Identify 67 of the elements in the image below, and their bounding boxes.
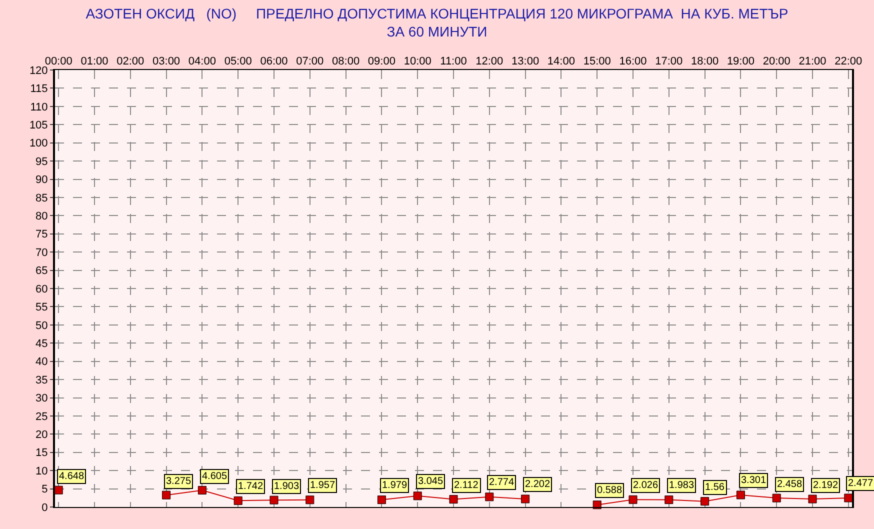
chart-title: АЗОТЕН ОКСИД (NO) ПРЕДЕЛНО ДОПУСТИМА КОНЦЕНТРАЦИЯ 120 МИКРОГРАМА НА КУБ. МЕТЪР ЗА 60 МИНУТИ bbox=[86, 6, 788, 40]
x-tick-label: 13:00 bbox=[512, 56, 540, 68]
y-tick-label: 65 bbox=[36, 265, 48, 278]
x-tick-label: 02:00 bbox=[116, 56, 144, 68]
data-label: 0.588 bbox=[597, 485, 622, 496]
data-label: 2.458 bbox=[777, 479, 802, 490]
y-tick-label: 80 bbox=[36, 210, 48, 223]
x-tick-label: 10:00 bbox=[404, 56, 432, 68]
data-label: 4.648 bbox=[59, 471, 84, 482]
data-label: 1.983 bbox=[669, 480, 694, 491]
x-tick-label: 21:00 bbox=[798, 56, 826, 68]
x-tick-label: 01:00 bbox=[80, 56, 108, 68]
y-tick-label: 0 bbox=[42, 502, 48, 514]
data-label: 4.605 bbox=[202, 471, 228, 482]
x-tick-label: 14:00 bbox=[547, 56, 575, 68]
data-label: 3.045 bbox=[418, 476, 444, 487]
y-tick-label: 100 bbox=[29, 138, 48, 150]
data-label: 2.112 bbox=[454, 480, 479, 491]
data-label: 1.957 bbox=[310, 480, 336, 491]
y-tick-label: 120 bbox=[29, 64, 48, 77]
data-label: 2.026 bbox=[633, 480, 658, 491]
y-tick-label: 95 bbox=[36, 156, 48, 168]
x-tick-label: 04:00 bbox=[188, 56, 216, 68]
x-tick-label: 18:00 bbox=[691, 56, 719, 68]
x-tick-label: 22:00 bbox=[834, 56, 862, 68]
y-tick-label: 45 bbox=[36, 338, 48, 350]
y-tick-label: 75 bbox=[36, 228, 48, 241]
data-label: 2.202 bbox=[525, 479, 550, 490]
x-tick-label: 11:00 bbox=[440, 56, 467, 68]
y-tick-label: 30 bbox=[36, 392, 48, 405]
data-label: 2.477 bbox=[848, 478, 874, 489]
y-tick-label: 105 bbox=[29, 119, 48, 132]
x-tick-label: 05:00 bbox=[224, 56, 252, 68]
data-label: 3.301 bbox=[741, 475, 766, 486]
y-tick-label: 25 bbox=[36, 410, 48, 423]
y-tick-label: 70 bbox=[36, 246, 48, 259]
y-tick-label: 85 bbox=[36, 192, 48, 204]
y-tick-label: 55 bbox=[36, 302, 48, 314]
y-tick-label: 90 bbox=[36, 174, 48, 186]
data-label: 1.742 bbox=[238, 481, 264, 492]
x-tick-label: 09:00 bbox=[368, 56, 396, 68]
x-tick-label: 08:00 bbox=[332, 56, 360, 68]
data-label: 1.979 bbox=[382, 480, 408, 491]
x-tick-label: 19:00 bbox=[726, 56, 754, 68]
data-label: 3.275 bbox=[166, 476, 192, 487]
y-tick-label: 40 bbox=[36, 356, 48, 368]
y-tick-label: 35 bbox=[36, 374, 48, 386]
y-tick-label: 20 bbox=[36, 429, 48, 442]
y-tick-label: 110 bbox=[30, 101, 48, 114]
data-label: 1.903 bbox=[274, 481, 300, 492]
x-tick-label: 20:00 bbox=[762, 56, 790, 68]
x-tick-label: 16:00 bbox=[619, 56, 647, 68]
x-tick-label: 12:00 bbox=[476, 56, 504, 68]
y-tick-label: 50 bbox=[36, 320, 48, 332]
data-label: 1.56 bbox=[705, 482, 725, 493]
x-tick-label: 15:00 bbox=[583, 56, 611, 68]
x-tick-label: 17:00 bbox=[655, 56, 683, 68]
data-label: 2.192 bbox=[813, 480, 838, 491]
x-tick-label: 07:00 bbox=[296, 56, 324, 68]
y-tick-label: 10 bbox=[36, 465, 48, 478]
x-tick-label: 06:00 bbox=[260, 56, 288, 68]
x-tick-label: 03:00 bbox=[152, 56, 180, 68]
y-tick-label: 115 bbox=[30, 83, 48, 96]
y-tick-label: 60 bbox=[36, 283, 48, 296]
y-tick-label: 15 bbox=[36, 447, 48, 460]
data-label: 2.774 bbox=[489, 477, 514, 488]
y-tick-label: 5 bbox=[42, 484, 48, 496]
